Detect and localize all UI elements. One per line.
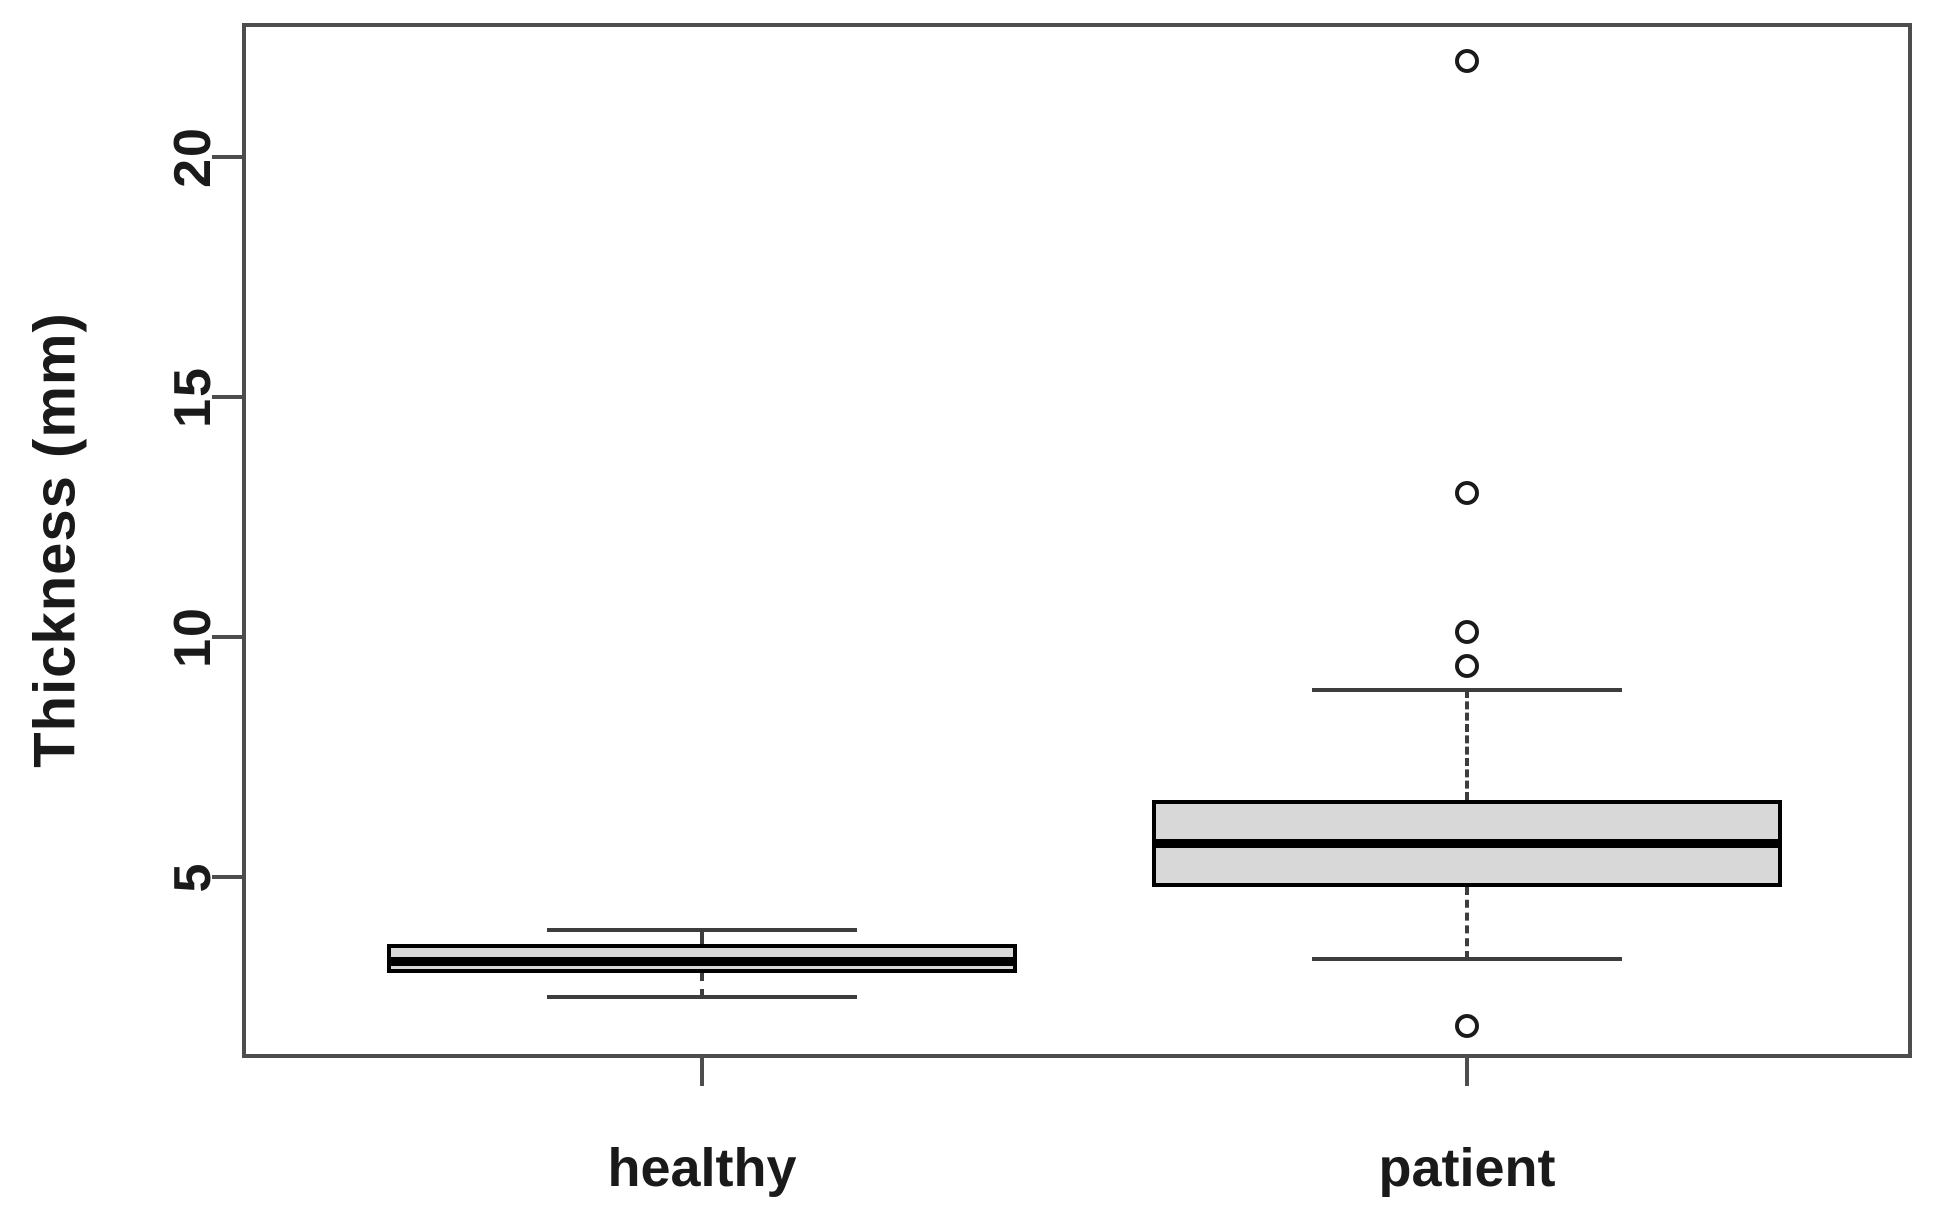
median-line (391, 956, 1013, 966)
y-tick-label: 15 (164, 366, 222, 428)
outlier-point (1455, 481, 1479, 505)
y-tick-label: 20 (164, 126, 222, 188)
lower-whisker-line (1465, 886, 1469, 959)
outlier-point (1455, 49, 1479, 73)
median-line (1156, 838, 1778, 848)
plot-area (242, 23, 1912, 1058)
upper-whisker-cap (547, 927, 857, 932)
y-tick-label: 10 (164, 606, 222, 668)
upper-whisker-line (1465, 689, 1469, 801)
lower-whisker-cap (1312, 956, 1622, 961)
y-axis-tick (212, 155, 242, 159)
upper-whisker-cap (1312, 687, 1622, 692)
outlier-point (1455, 1013, 1479, 1038)
y-tick-label: 5 (164, 861, 222, 893)
outlier-point (1455, 620, 1479, 645)
upper-whisker-line (700, 929, 704, 945)
lower-whisker-line (700, 973, 704, 997)
x-axis-tick (700, 1058, 704, 1086)
category-label-patient: patient (1378, 1138, 1556, 1198)
y-axis-title: Thickness (mm) (22, 312, 88, 768)
lower-whisker-cap (547, 995, 857, 999)
y-axis-tick (212, 635, 242, 639)
outlier-point (1455, 653, 1479, 678)
y-axis-tick (212, 395, 242, 399)
y-axis-tick (212, 875, 242, 879)
x-axis-tick (1465, 1058, 1469, 1086)
category-label-healthy: healthy (607, 1138, 797, 1198)
